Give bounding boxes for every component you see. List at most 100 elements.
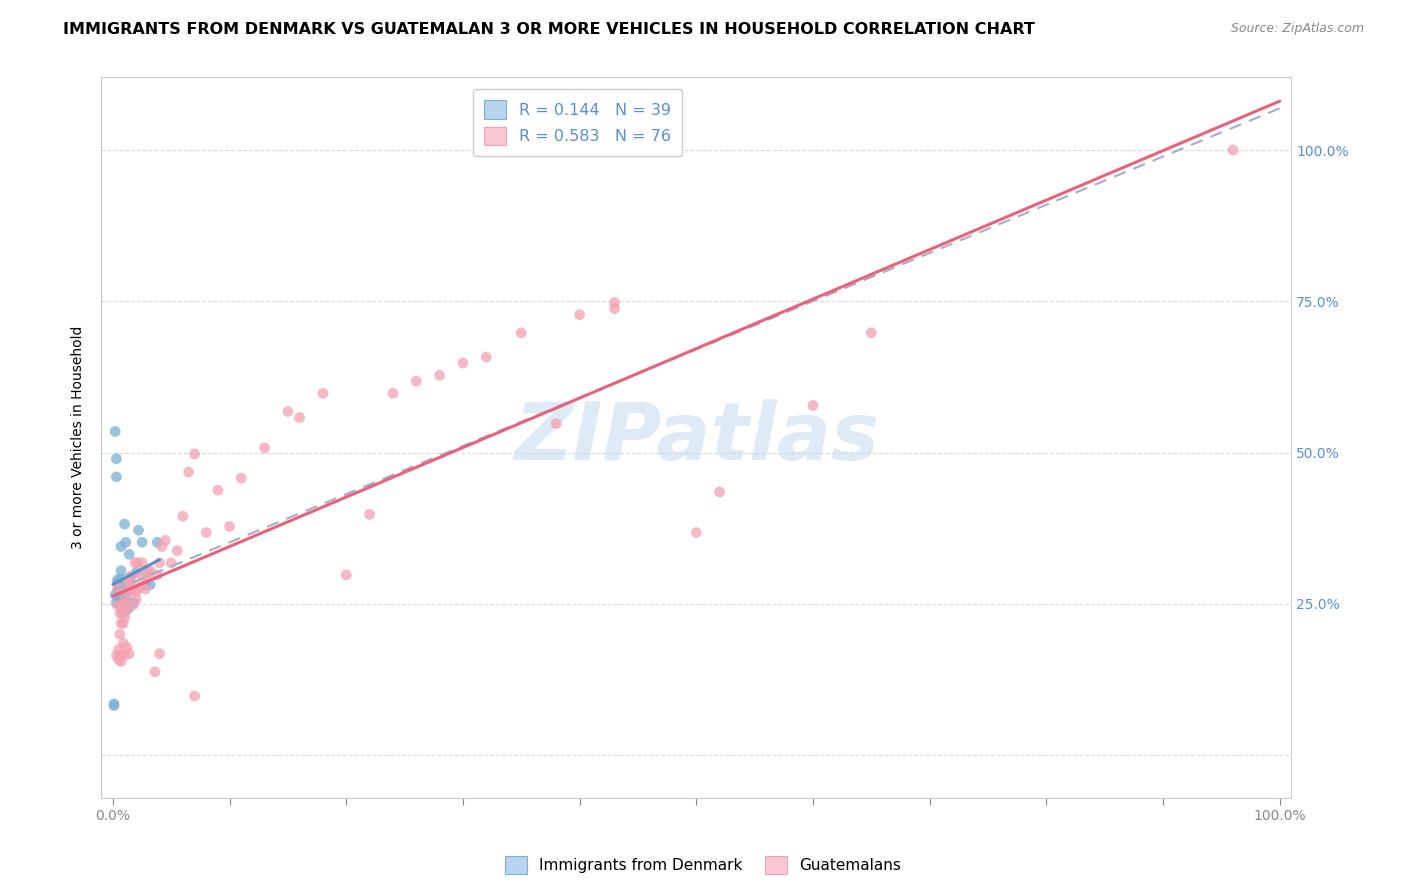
Point <box>148 647 170 661</box>
Point <box>107 582 129 596</box>
Text: Source: ZipAtlas.com: Source: ZipAtlas.com <box>1230 22 1364 36</box>
Point <box>135 582 157 596</box>
Point <box>136 568 159 582</box>
Point <box>139 577 162 591</box>
Point <box>121 598 143 612</box>
Point <box>381 386 404 401</box>
Point <box>120 570 142 584</box>
Point <box>108 597 131 611</box>
Point <box>131 575 153 590</box>
Point <box>110 540 132 554</box>
Point <box>111 606 134 620</box>
Point <box>111 589 134 603</box>
Point <box>107 653 129 667</box>
Point <box>107 582 129 596</box>
Point <box>125 566 148 580</box>
Point <box>183 447 205 461</box>
Point <box>114 535 136 549</box>
Point <box>125 592 148 607</box>
Point <box>131 535 153 549</box>
Point <box>475 350 498 364</box>
Point <box>115 583 138 598</box>
Point <box>122 596 145 610</box>
Point <box>136 566 159 580</box>
Point <box>146 568 169 582</box>
Point <box>860 326 883 340</box>
Point <box>108 627 131 641</box>
Legend: Immigrants from Denmark, Guatemalans: Immigrants from Denmark, Guatemalans <box>499 850 907 880</box>
Point <box>110 582 132 596</box>
Point <box>129 568 152 582</box>
Point <box>108 648 131 663</box>
Point <box>160 556 183 570</box>
Point <box>128 582 150 596</box>
Point <box>1222 143 1244 157</box>
Point <box>105 451 128 466</box>
Text: IMMIGRANTS FROM DENMARK VS GUATEMALAN 3 OR MORE VEHICLES IN HOUSEHOLD CORRELATIO: IMMIGRANTS FROM DENMARK VS GUATEMALAN 3 … <box>63 22 1035 37</box>
Point <box>277 404 299 418</box>
Point <box>108 583 131 598</box>
Point <box>120 570 142 584</box>
Point <box>603 301 626 316</box>
Point <box>155 533 177 548</box>
Point <box>105 596 128 610</box>
Point <box>172 509 194 524</box>
Point <box>118 647 141 661</box>
Point <box>110 655 132 669</box>
Point <box>405 374 427 388</box>
Point <box>288 410 311 425</box>
Point <box>108 590 131 604</box>
Point <box>429 368 451 383</box>
Point <box>685 525 707 540</box>
Point <box>451 356 474 370</box>
Point <box>114 579 136 593</box>
Point <box>231 471 253 485</box>
Point <box>112 596 135 610</box>
Y-axis label: 3 or more Vehicles in Household: 3 or more Vehicles in Household <box>72 326 86 549</box>
Point <box>177 465 200 479</box>
Point <box>150 540 173 554</box>
Point <box>122 582 145 596</box>
Point <box>359 508 381 522</box>
Point <box>114 588 136 602</box>
Point <box>124 556 146 570</box>
Legend: R = 0.144   N = 39, R = 0.583   N = 76: R = 0.144 N = 39, R = 0.583 N = 76 <box>472 89 682 156</box>
Point <box>104 425 127 439</box>
Point <box>139 564 162 578</box>
Point <box>568 308 591 322</box>
Point <box>207 483 229 498</box>
Point <box>103 697 125 711</box>
Point <box>114 610 136 624</box>
Point <box>108 606 131 620</box>
Point <box>131 556 153 570</box>
Point <box>128 523 150 537</box>
Point <box>135 577 157 591</box>
Point <box>114 517 136 532</box>
Point <box>105 648 128 663</box>
Point <box>114 604 136 618</box>
Point <box>114 592 136 607</box>
Point <box>546 417 568 431</box>
Point <box>107 588 129 602</box>
Point <box>148 556 170 570</box>
Point <box>112 636 135 650</box>
Point <box>510 326 533 340</box>
Point <box>103 698 125 713</box>
Point <box>183 689 205 703</box>
Point <box>121 596 143 610</box>
Point <box>118 585 141 599</box>
Point <box>115 598 138 612</box>
Point <box>117 583 139 598</box>
Point <box>105 470 128 484</box>
Point <box>107 575 129 590</box>
Point <box>111 602 134 616</box>
Point <box>107 591 129 605</box>
Point <box>107 642 129 657</box>
Point <box>143 665 166 679</box>
Point <box>112 616 135 631</box>
Point <box>166 543 188 558</box>
Point <box>709 485 731 500</box>
Point <box>218 519 240 533</box>
Point <box>195 525 218 540</box>
Point <box>118 547 141 561</box>
